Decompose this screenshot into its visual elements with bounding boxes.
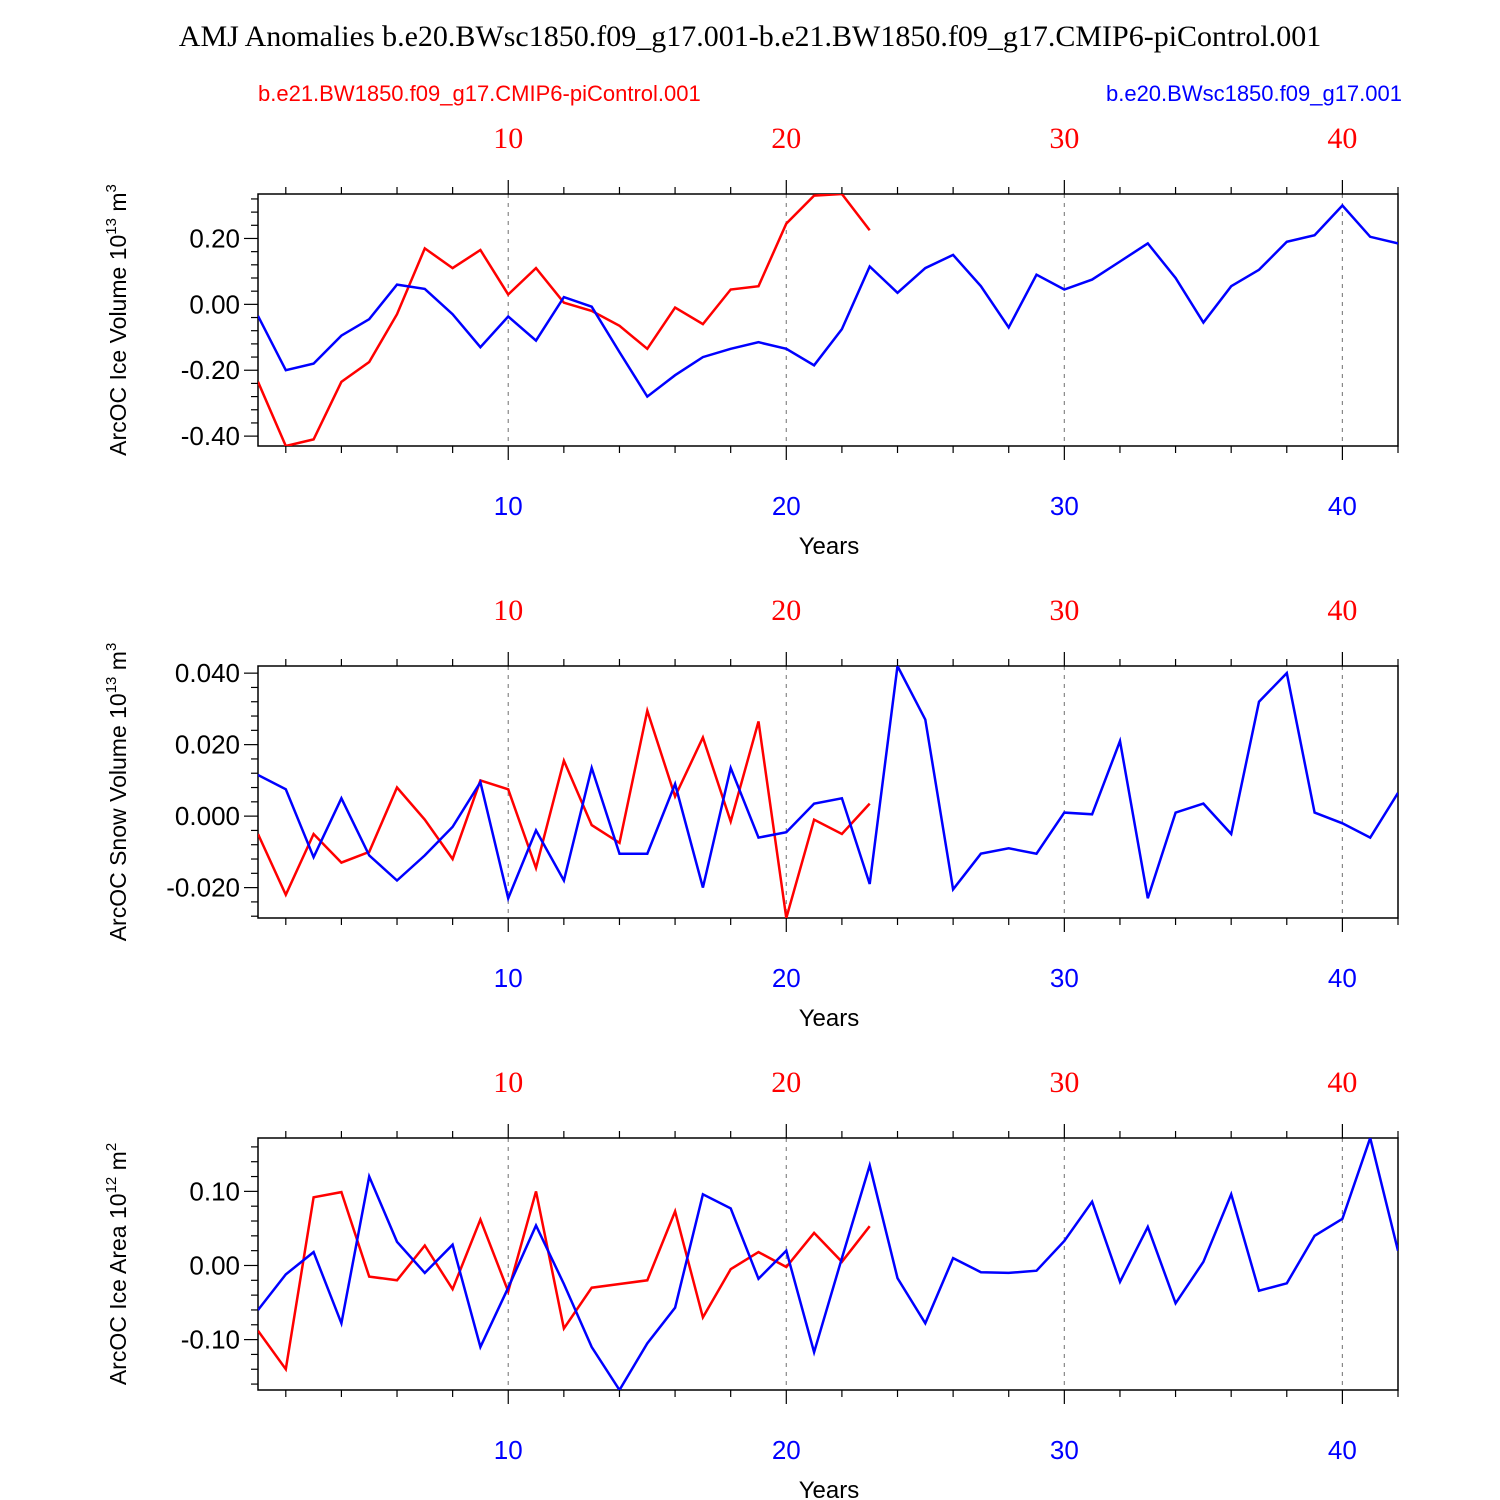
- x-axis-label: Years: [799, 533, 860, 560]
- x-tick-label-bottom: 40: [1328, 963, 1357, 993]
- x-tick-label-top: 20: [771, 122, 801, 155]
- x-tick-label-bottom: 20: [772, 963, 801, 993]
- y-tick-label: -0.40: [181, 421, 240, 451]
- x-tick-label-bottom: 10: [494, 963, 523, 993]
- y-tick-label: 0.20: [189, 223, 240, 253]
- y-axis-label: ArcOC Ice Area 1012 m2: [103, 1143, 131, 1385]
- y-axis-label: ArcOC Snow Volume 1013 m3: [103, 643, 131, 942]
- y-tick-label: -0.020: [166, 873, 240, 903]
- x-tick-label-top: 30: [1049, 122, 1079, 155]
- y-tick-label: -0.10: [181, 1325, 240, 1355]
- y-axis-label: ArcOC Ice Volume 1013 m3: [103, 184, 131, 456]
- figure-title: AMJ Anomalies b.e20.BWsc1850.f09_g17.001…: [179, 20, 1321, 53]
- y-axis-label-unit: m: [105, 651, 131, 677]
- plot-frame: [257, 1137, 1399, 1391]
- x-tick-label-top: 40: [1327, 122, 1357, 155]
- y-tick-label: -0.20: [181, 355, 240, 385]
- y-axis-label-exponent: 13: [103, 677, 120, 694]
- series-line-control: [258, 1190, 871, 1373]
- series-line-experiment: [258, 203, 1398, 399]
- series-line-experiment: [258, 1138, 1398, 1390]
- y-axis-label-text: ArcOC Ice Volume 10: [105, 235, 131, 456]
- legend-experiment-run: b.e20.BWsc1850.f09_g17.001: [1106, 81, 1402, 106]
- x-axis-label: Years: [799, 1005, 860, 1032]
- y-axis-label-exponent: 12: [103, 1177, 120, 1194]
- x-tick-label-bottom: 30: [1050, 491, 1079, 521]
- y-axis-label-unit: m: [105, 1151, 131, 1177]
- panel-3: -0.10 0.00 0.10 10 10 20 20 30 30 40 40 Years ArcOC …: [103, 1066, 1399, 1500]
- panels: -0.40 -0.20 0.00 0.20 10 10 20 20 30 30 40 40 Years A…: [103, 122, 1399, 1500]
- y-axis-label-unit-exponent: 3: [103, 643, 120, 651]
- x-tick-label-top: 30: [1049, 1066, 1079, 1099]
- y-tick-label: 0.000: [175, 801, 240, 831]
- x-tick-label-bottom: 30: [1050, 1435, 1079, 1465]
- panel-1: -0.40 -0.20 0.00 0.20 10 10 20 20 30 30 40 40 Years A…: [103, 122, 1399, 560]
- x-tick-label-top: 20: [771, 594, 801, 627]
- x-tick-label-bottom: 20: [772, 491, 801, 521]
- series-line-control: [258, 194, 871, 446]
- legend-control-run: b.e21.BW1850.f09_g17.CMIP6-piControl.001: [258, 81, 701, 106]
- x-tick-label-bottom: 40: [1328, 1435, 1357, 1465]
- y-axis-label-exponent: 13: [103, 218, 120, 235]
- x-tick-label-bottom: 20: [772, 1435, 801, 1465]
- y-axis-label-text: ArcOC Snow Volume 10: [105, 693, 131, 941]
- y-axis-label-unit-exponent: 3: [103, 184, 120, 192]
- x-tick-label-top: 30: [1049, 594, 1079, 627]
- x-tick-label-bottom: 30: [1050, 963, 1079, 993]
- x-tick-label-top: 20: [771, 1066, 801, 1099]
- plot-frame: [257, 193, 1399, 447]
- y-axis-label-unit-exponent: 2: [103, 1143, 120, 1151]
- x-tick-label-bottom: 10: [494, 1435, 523, 1465]
- x-tick-label-top: 10: [493, 1066, 523, 1099]
- x-tick-label-bottom: 40: [1328, 491, 1357, 521]
- x-tick-label-top: 40: [1327, 594, 1357, 627]
- y-tick-label: 0.10: [189, 1176, 240, 1206]
- x-axis-label: Years: [799, 1477, 860, 1500]
- y-tick-label: 0.040: [175, 658, 240, 688]
- series-line-experiment: [258, 666, 1398, 903]
- y-axis-label-text: ArcOC Ice Area 10: [105, 1193, 131, 1385]
- x-tick-label-top: 10: [493, 122, 523, 155]
- plot-frame: [257, 665, 1399, 919]
- x-tick-label-bottom: 10: [494, 491, 523, 521]
- x-tick-label-top: 10: [493, 594, 523, 627]
- panel-2: -0.020 0.000 0.020 0.040 10 10 20 20 30 30 40 40 Yea…: [103, 594, 1399, 1032]
- x-tick-label-top: 40: [1327, 1066, 1357, 1099]
- y-axis-label-unit: m: [105, 192, 131, 218]
- y-tick-label: 0.00: [189, 289, 240, 319]
- series-line-control: [258, 705, 871, 918]
- y-tick-label: 0.00: [189, 1250, 240, 1280]
- y-tick-label: 0.020: [175, 730, 240, 760]
